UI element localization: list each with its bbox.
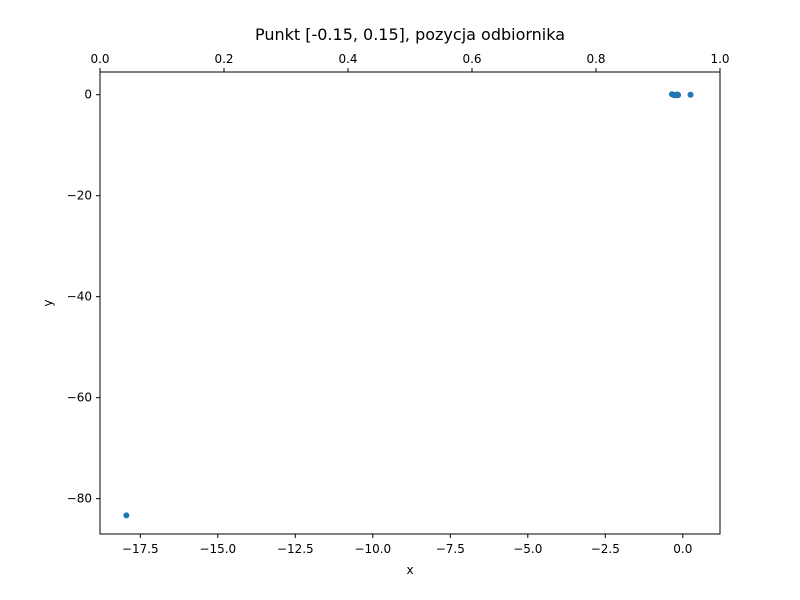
data-point [687, 91, 694, 98]
x-tick-label: −10.0 [354, 542, 391, 556]
plot-frame [99, 71, 721, 535]
y-axis-left: 0 −20 −40 −60 −80 [67, 88, 100, 506]
x-tick-label: −7.5 [436, 542, 465, 556]
x-axis-top: 0.0 0.2 0.4 0.6 0.8 1.0 [90, 52, 730, 72]
x-tick-label: −12.5 [277, 542, 314, 556]
top-tick-label: 0.6 [462, 52, 481, 66]
top-tick-label: 0.8 [586, 52, 605, 66]
x-tick-label: −17.5 [122, 542, 159, 556]
y-tick-label: −60 [67, 391, 92, 405]
top-tick-label: 0.2 [214, 52, 233, 66]
y-tick-label: 0 [84, 88, 92, 102]
plot-area [99, 71, 721, 535]
x-tick-label: −15.0 [199, 542, 236, 556]
x-axis-label: x [406, 563, 413, 577]
x-tick-label: −5.0 [513, 542, 542, 556]
top-tick-label: 0.0 [90, 52, 109, 66]
data-point [123, 512, 130, 519]
top-tick-label: 1.0 [710, 52, 729, 66]
y-tick-label: −40 [67, 290, 92, 304]
data-point [675, 91, 682, 98]
chart-title: Punkt [-0.15, 0.15], pozycja odbiornika [255, 25, 565, 44]
y-tick-label: −20 [67, 189, 92, 203]
data-points [123, 91, 694, 519]
top-tick-label: 0.4 [338, 52, 357, 66]
x-tick-label: −2.5 [591, 542, 620, 556]
y-tick-label: −80 [67, 492, 92, 506]
x-axis-bottom: −17.5 −15.0 −12.5 −10.0 −7.5 −5.0 −2.5 0.0 [122, 534, 692, 556]
x-tick-label: 0.0 [673, 542, 692, 556]
y-axis-label: y [41, 299, 55, 306]
